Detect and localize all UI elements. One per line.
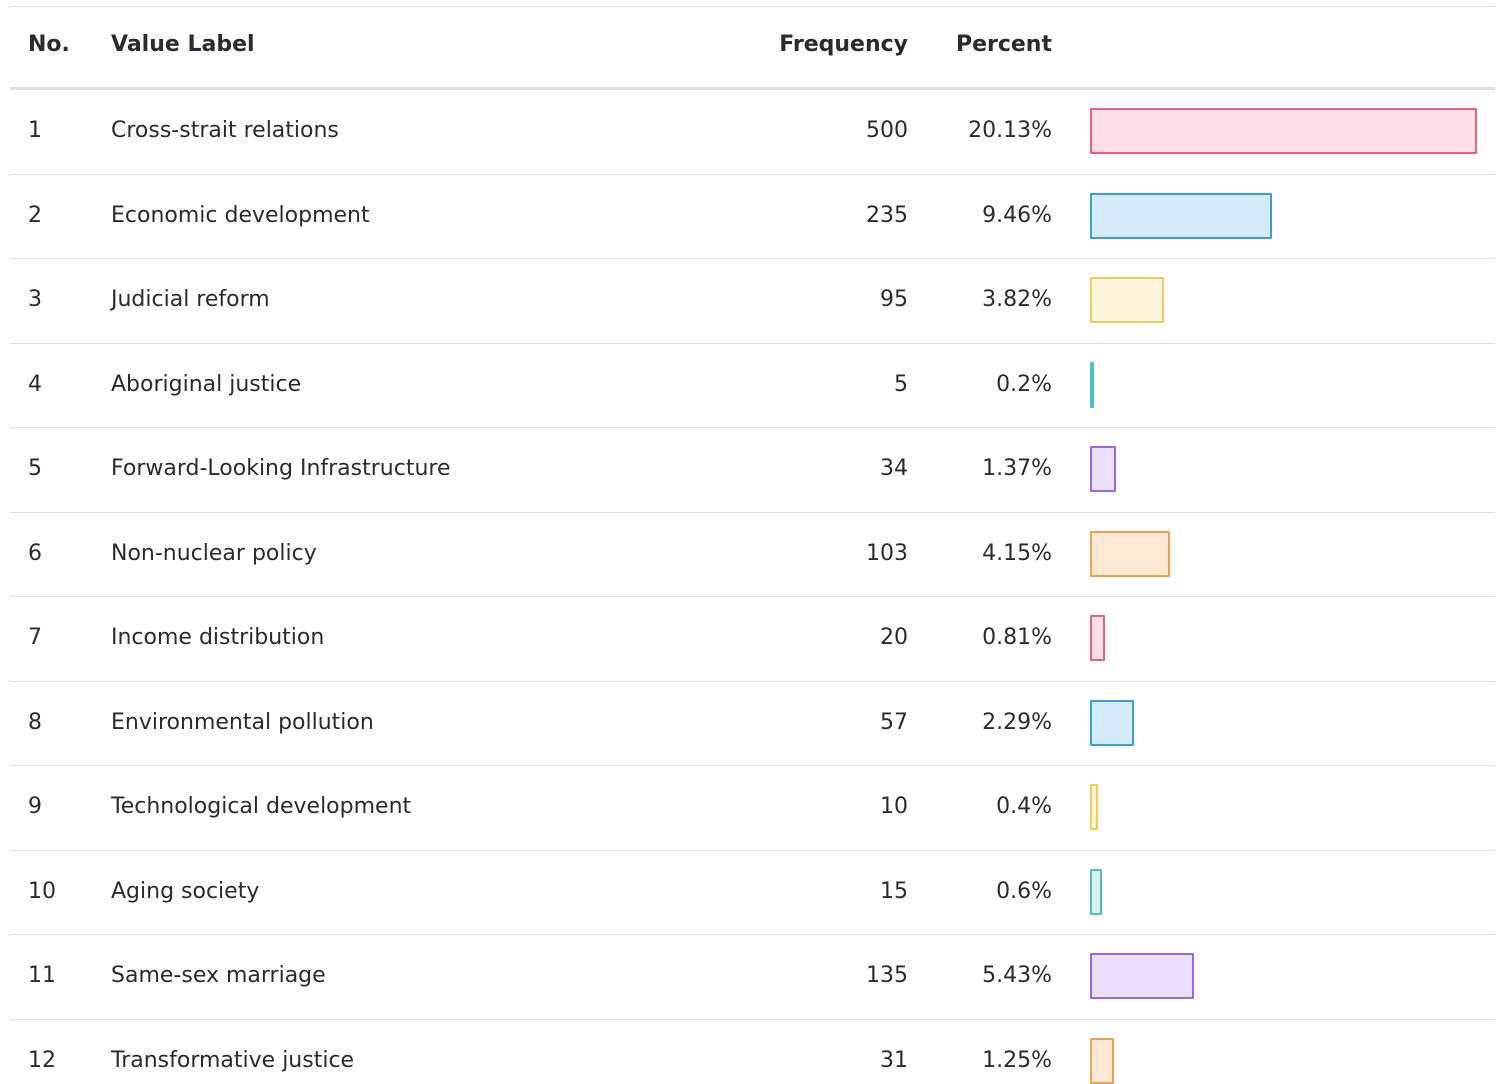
row-number: 12 bbox=[28, 1047, 56, 1073]
frequency-bar bbox=[1090, 192, 1272, 239]
row-number: 9 bbox=[28, 794, 42, 820]
row-number: 4 bbox=[28, 371, 42, 397]
frequency: 31 bbox=[880, 1047, 908, 1073]
row-border bbox=[10, 934, 1495, 935]
value-label: Non-nuclear policy bbox=[111, 540, 317, 566]
percent: 1.37% bbox=[982, 456, 1052, 482]
row-border bbox=[10, 342, 1495, 344]
frequency-bar bbox=[1090, 868, 1102, 915]
frequency: 135 bbox=[866, 963, 908, 989]
value-label: Cross-strait relations bbox=[111, 118, 339, 144]
frequency-bar bbox=[1090, 361, 1094, 408]
frequency: 103 bbox=[866, 540, 908, 566]
frequency: 34 bbox=[880, 456, 908, 482]
row-number: 3 bbox=[28, 287, 42, 313]
row-number: 8 bbox=[28, 709, 42, 735]
frequency-bar bbox=[1090, 1037, 1114, 1084]
row-number: 6 bbox=[28, 540, 42, 566]
value-label: Forward-Looking Infrastructure bbox=[111, 456, 451, 482]
value-label: Environmental pollution bbox=[111, 709, 374, 735]
frequency-bar bbox=[1090, 530, 1170, 577]
frequency-bar bbox=[1090, 108, 1477, 155]
value-label: Aging society bbox=[111, 878, 260, 904]
row-border bbox=[10, 1018, 1495, 1020]
row-number: 11 bbox=[28, 963, 56, 989]
table-top-border bbox=[10, 6, 1495, 7]
value-label: Income distribution bbox=[111, 625, 325, 651]
percent: 3.82% bbox=[982, 287, 1052, 313]
percent: 1.25% bbox=[982, 1047, 1052, 1073]
percent: 9.46% bbox=[982, 202, 1052, 228]
percent: 20.13% bbox=[968, 118, 1052, 144]
row-border bbox=[10, 511, 1495, 513]
row-border bbox=[10, 680, 1495, 682]
value-label: Economic development bbox=[111, 202, 370, 228]
frequency-bar bbox=[1090, 446, 1117, 493]
row-number: 2 bbox=[28, 202, 42, 228]
percent: 0.81% bbox=[982, 625, 1052, 651]
frequency: 5 bbox=[894, 371, 908, 397]
row-border bbox=[10, 258, 1495, 259]
frequency-bar bbox=[1090, 615, 1106, 662]
row-border bbox=[10, 173, 1495, 175]
header-border bbox=[10, 87, 1495, 90]
frequency-bar bbox=[1090, 784, 1098, 831]
row-number: 5 bbox=[28, 456, 42, 482]
row-border bbox=[10, 427, 1495, 428]
column-header: Frequency bbox=[779, 32, 908, 57]
frequency: 15 bbox=[880, 878, 908, 904]
frequency: 500 bbox=[866, 118, 908, 144]
frequency-bar bbox=[1090, 953, 1195, 1000]
percent: 0.2% bbox=[996, 371, 1052, 397]
frequency: 95 bbox=[880, 287, 908, 313]
value-label: Judicial reform bbox=[111, 287, 270, 313]
frequency-bar bbox=[1090, 277, 1164, 324]
percent: 0.6% bbox=[996, 878, 1052, 904]
percent: 4.15% bbox=[982, 540, 1052, 566]
frequency-bar bbox=[1090, 699, 1135, 746]
row-number: 7 bbox=[28, 625, 42, 651]
frequency: 57 bbox=[880, 709, 908, 735]
frequency: 235 bbox=[866, 202, 908, 228]
column-header: Percent bbox=[955, 32, 1052, 57]
percent: 2.29% bbox=[982, 709, 1052, 735]
percent: 5.43% bbox=[982, 963, 1052, 989]
column-header: No. bbox=[28, 32, 70, 57]
frequency: 20 bbox=[880, 625, 908, 651]
value-label: Same-sex marriage bbox=[111, 963, 326, 989]
frequency: 10 bbox=[880, 794, 908, 820]
value-label: Technological development bbox=[111, 794, 412, 820]
row-border bbox=[10, 765, 1495, 766]
row-number: 10 bbox=[28, 878, 56, 904]
row-border bbox=[10, 596, 1495, 597]
row-number: 1 bbox=[28, 118, 42, 144]
value-label: Aboriginal justice bbox=[111, 371, 302, 397]
percent: 0.4% bbox=[996, 794, 1052, 820]
row-border bbox=[10, 849, 1495, 851]
value-label: Transformative justice bbox=[111, 1047, 355, 1073]
column-header: Value Label bbox=[111, 32, 255, 57]
